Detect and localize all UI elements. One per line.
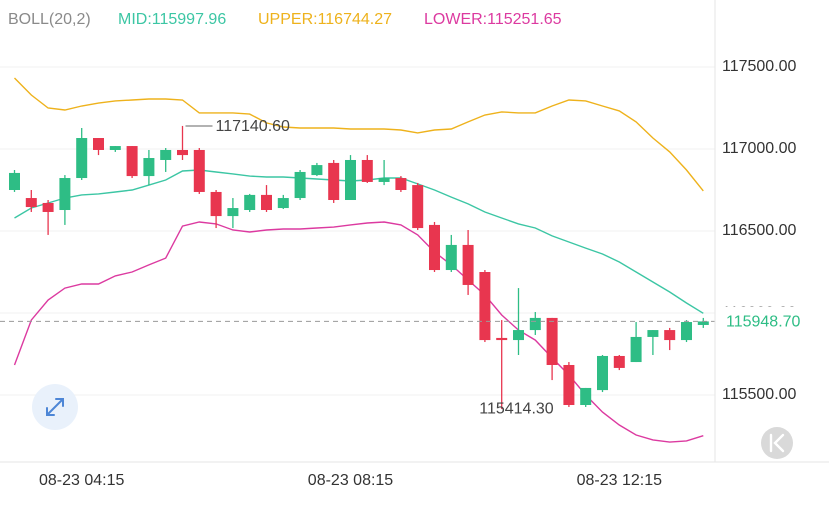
candle-body (361, 159, 373, 182)
annotation-label: 115414.30 (479, 400, 554, 417)
candle-body (529, 317, 541, 331)
candle-body (345, 159, 356, 201)
candle-body (462, 244, 474, 285)
candle-body (277, 198, 289, 209)
candle-body (479, 272, 491, 341)
candle-body (109, 146, 121, 150)
candle-body (59, 178, 71, 211)
current-price-box (716, 306, 829, 337)
x-tick-label: 08-23 12:15 (577, 472, 663, 489)
band-line (14, 77, 704, 192)
annotation-label: 117140.60 (216, 118, 291, 135)
overlay-layer: 115500.00116000.00116500.00117000.001175… (0, 58, 829, 489)
legend-entry: MID:115997.96 (118, 11, 226, 28)
candle-body (580, 387, 592, 406)
candle-body (311, 165, 323, 176)
candle-body (546, 317, 558, 365)
candle-body (412, 185, 424, 229)
legend-entry: LOWER:115251.65 (424, 11, 562, 28)
candle-body (93, 138, 104, 150)
candle-body (378, 178, 390, 182)
current-price-label: 115948.70 (726, 314, 801, 331)
candle-body (76, 138, 88, 179)
candle-body (597, 355, 608, 391)
y-tick-label: 116500.00 (722, 222, 797, 239)
candle-body (395, 178, 407, 190)
legend: BOLL(20,2) MID:115997.96 UPPER:116744.27 LO… (8, 11, 562, 28)
candle-body (513, 330, 524, 341)
legend-entry: UPPER:116744.27 (258, 11, 392, 28)
candle-body (328, 162, 340, 201)
candle-body (445, 244, 457, 271)
candle-body (496, 337, 508, 341)
candle-body (177, 149, 188, 156)
band-line (14, 169, 704, 314)
candle-body (227, 208, 239, 217)
candle-body (697, 321, 709, 325)
candle-body (664, 330, 676, 341)
candle-body (429, 224, 440, 271)
candle-body (563, 364, 575, 406)
candle-body (160, 149, 172, 160)
candle-body (244, 194, 256, 211)
x-tick-label: 08-23 08:15 (308, 472, 394, 489)
candle-body (126, 146, 138, 177)
candle-body (630, 336, 642, 363)
candle-body (613, 355, 625, 368)
candle-body (143, 158, 155, 177)
plot-area (9, 77, 709, 443)
candle-body (210, 191, 222, 217)
expand-button[interactable] (32, 384, 78, 430)
scroll-latest-button[interactable] (761, 427, 793, 459)
candle-body (294, 171, 306, 199)
y-tick-label: 117500.00 (722, 58, 797, 75)
indicator-label: BOLL(20,2) (8, 11, 91, 28)
x-tick-label: 08-23 04:15 (39, 472, 125, 489)
candle-body (193, 149, 205, 192)
candle-body (9, 172, 20, 190)
candle-body (25, 198, 37, 208)
candle-body (647, 330, 659, 337)
candle-body (261, 194, 272, 211)
candle-body (42, 202, 54, 212)
y-tick-label: 117000.00 (722, 140, 797, 157)
candle-body (681, 322, 692, 341)
y-tick-label: 115500.00 (722, 386, 797, 403)
